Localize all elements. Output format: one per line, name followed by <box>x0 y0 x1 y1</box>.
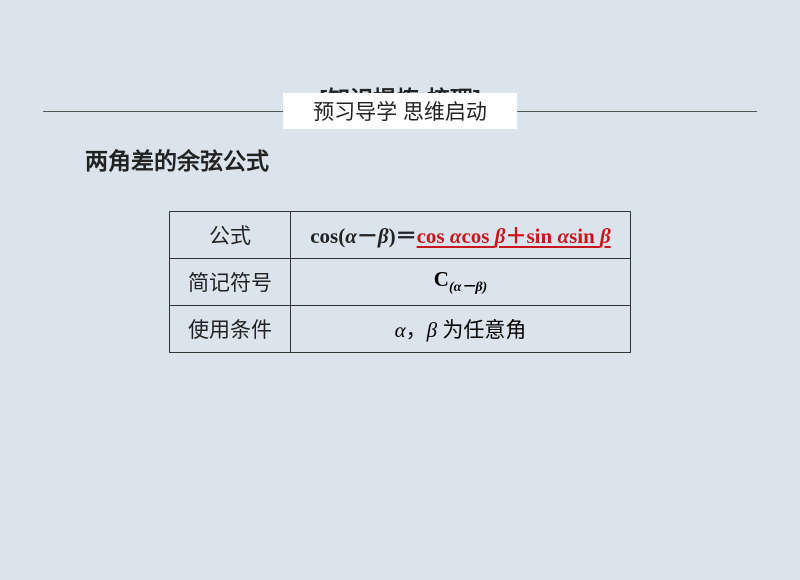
beta: β <box>378 224 389 248</box>
table-row: 使用条件 α，β 为任意角 <box>170 306 631 353</box>
minus: － <box>357 224 378 248</box>
row1-label: 公式 <box>170 212 291 259</box>
notation-cell: C(α－β) <box>291 259 631 306</box>
n-minus: － <box>461 281 475 296</box>
header-bar: 预习导学 思维启动 <box>43 97 757 125</box>
notation-sub: (α－β) <box>449 281 487 296</box>
formula-table: 公式 cos(α－β)＝cos αcos β＋sin αsin β 简记符号 C… <box>169 211 631 353</box>
rhs-beta1: β <box>495 224 506 248</box>
rhs-sin2: sin <box>569 224 600 248</box>
table-row: 公式 cos(α－β)＝cos αcos β＋sin αsin β <box>170 212 631 259</box>
header-line-left <box>43 111 283 112</box>
alpha: α <box>345 224 357 248</box>
header-title: 预习导学 思维启动 <box>283 93 517 129</box>
row2-label: 简记符号 <box>170 259 291 306</box>
close-eq: )＝ <box>389 224 417 248</box>
cond-alpha: α <box>395 318 406 342</box>
sub-title: 两角差的余弦公式 <box>85 142 800 176</box>
notation-c: C <box>434 267 449 291</box>
rhs-beta2: β <box>600 224 611 248</box>
rhs-alpha2: α <box>557 224 569 248</box>
formula-rhs: cos αcos β＋sin αsin β <box>417 224 611 248</box>
rhs-cos1: cos <box>417 224 450 248</box>
cos-text: cos( <box>310 224 345 248</box>
formula-lhs: cos(α－β)＝ <box>310 224 416 248</box>
cond-beta: β <box>427 318 437 342</box>
cond-text: 为任意角 <box>442 318 526 342</box>
table-row: 简记符号 C(α－β) <box>170 259 631 306</box>
rhs-cos2: cos <box>461 224 494 248</box>
n-close: ) <box>483 281 488 296</box>
header-line-right <box>517 111 757 112</box>
rhs-sin1: sin <box>527 224 558 248</box>
n-beta: β <box>475 281 482 296</box>
cond-comma: ， <box>406 318 427 342</box>
row3-label: 使用条件 <box>170 306 291 353</box>
rhs-plus: ＋ <box>506 224 527 248</box>
formula-cell: cos(α－β)＝cos αcos β＋sin αsin β <box>291 212 631 259</box>
rhs-alpha1: α <box>450 224 462 248</box>
condition-cell: α，β 为任意角 <box>291 306 631 353</box>
